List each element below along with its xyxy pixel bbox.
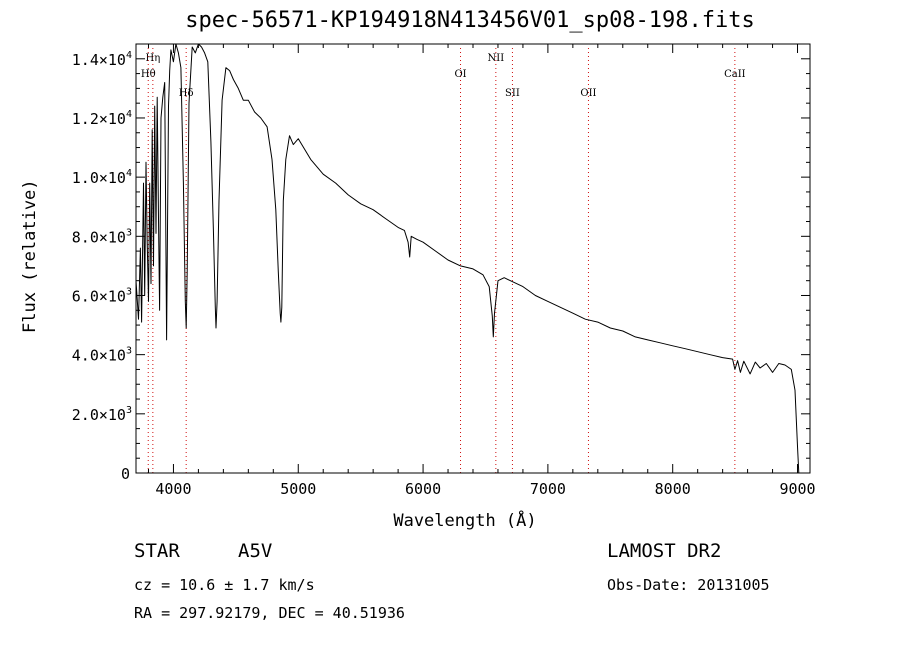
x-tick-label-1: 5000 — [280, 480, 316, 498]
marker-label-6: OII — [580, 88, 596, 99]
plot-frame — [135, 43, 811, 474]
x-axis-ticks: 4000 5000 6000 7000 8000 9000 — [147, 44, 816, 498]
x-tick-label-0: 4000 — [155, 480, 191, 498]
x-tick-label-4: 8000 — [655, 480, 691, 498]
coordinates-text: RA = 297.92179, DEC = 40.51936 — [134, 604, 405, 622]
x-tick-label-2: 6000 — [405, 480, 441, 498]
marker-label-5: SII — [505, 88, 520, 99]
observation-date-text: Obs-Date: 20131005 — [607, 576, 770, 594]
marker-label-2: Hδ — [179, 88, 194, 99]
object-type-label: STAR — [134, 540, 180, 562]
y-tick-label-4: 8.0×103 — [72, 227, 132, 246]
y-tick-label-1: 2.0×103 — [72, 405, 132, 424]
marker-label-1: Hθ — [141, 69, 156, 80]
marker-label-4: NII — [488, 53, 505, 64]
x-tick-label-3: 7000 — [530, 480, 566, 498]
marker-label-3: OI — [454, 69, 466, 80]
marker-label-0: Hη — [145, 53, 160, 64]
survey-label: LAMOST DR2 — [607, 540, 722, 562]
y-tick-label-2: 4.0×103 — [72, 346, 132, 365]
y-tick-label-5: 1.0×104 — [72, 168, 132, 187]
y-tick-label-3: 6.0×103 — [72, 286, 132, 305]
y-tick-label-0: 0 — [121, 465, 130, 483]
chart-title: spec-56571-KP194918N413456V01_sp08-198.f… — [185, 8, 755, 33]
spectral-subclass-label: A5V — [238, 540, 273, 562]
y-tick-label-6: 1.2×104 — [72, 109, 132, 128]
y-axis-ticks: 0 2.0×103 4.0×103 6.0×103 8.0×103 1.0×104 1.2×… — [72, 43, 810, 483]
x-tick-label-5: 9000 — [779, 480, 815, 498]
y-tick-label-7: 1.4×104 — [72, 50, 132, 69]
marker-label-7: CaII — [724, 69, 746, 80]
y-axis-label: Flux (relative) — [20, 179, 40, 333]
x-axis-label: Wavelength (Å) — [393, 511, 537, 531]
redshift-text: cz = 10.6 ± 1.7 km/s — [134, 576, 315, 594]
spectrum-line — [135, 43, 800, 474]
emission-line-markers: Hη Hθ Hδ OI NII SII OII CaII — [141, 48, 746, 473]
